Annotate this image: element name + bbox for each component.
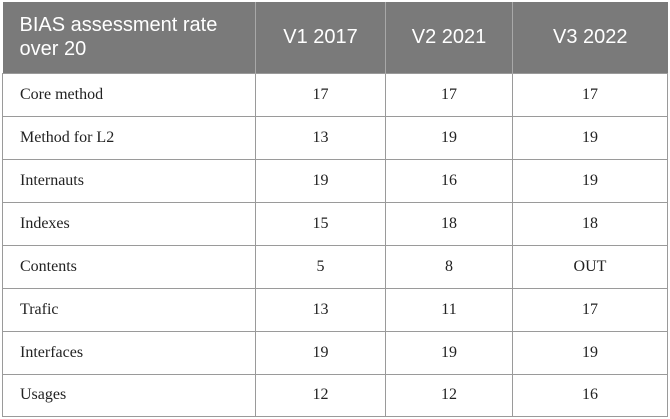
table-row: Method for L2 13 19 19 [2, 115, 668, 160]
table-row: Interfaces 19 19 19 [2, 330, 668, 375]
cell-v1: 5 [255, 244, 386, 289]
cell-v3: OUT [512, 244, 668, 289]
cell-v2: 18 [385, 201, 513, 246]
cell-v2: 19 [385, 330, 513, 375]
row-label: Internauts [2, 158, 256, 203]
cell-v3: 19 [512, 330, 668, 375]
cell-v1: 17 [255, 72, 386, 117]
table-row: Indexes 15 18 18 [2, 201, 668, 246]
row-label: Method for L2 [2, 115, 256, 160]
header-cell-v2-2021: V2 2021 [385, 2, 513, 73]
cell-v3: 17 [512, 72, 668, 117]
row-label: Contents [2, 244, 256, 289]
cell-v2: 19 [385, 115, 513, 160]
row-label: Usages [2, 373, 256, 417]
cell-v1: 12 [255, 373, 386, 417]
table-body: Core method 17 17 17 Method for L2 13 19… [2, 72, 668, 417]
table-row: Core method 17 17 17 [2, 72, 668, 117]
cell-v3: 18 [512, 201, 668, 246]
cell-v1: 13 [255, 115, 386, 160]
cell-v2: 17 [385, 72, 513, 117]
table-row: Contents 5 8 OUT [2, 244, 668, 289]
row-label: Interfaces [2, 330, 256, 375]
cell-v2: 16 [385, 158, 513, 203]
cell-v3: 19 [512, 115, 668, 160]
cell-v2: 12 [385, 373, 513, 417]
cell-v1: 15 [255, 201, 386, 246]
header-cell-v3-2022: V3 2022 [512, 2, 668, 73]
header-row: BIAS assessment rate over 20 V1 2017 V2 … [2, 2, 668, 73]
table-row: Trafic 13 11 17 [2, 287, 668, 332]
cell-v2: 8 [385, 244, 513, 289]
row-label: Indexes [2, 201, 256, 246]
table-row: Usages 12 12 16 [2, 373, 668, 417]
table-row: Internauts 19 16 19 [2, 158, 668, 203]
row-label: Core method [2, 72, 256, 117]
cell-v3: 17 [512, 287, 668, 332]
header-cell-v1-2017: V1 2017 [255, 2, 386, 73]
header-cell-criteria: BIAS assessment rate over 20 [2, 2, 256, 73]
cell-v2: 11 [385, 287, 513, 332]
cell-v3: 19 [512, 158, 668, 203]
cell-v1: 13 [255, 287, 386, 332]
cell-v1: 19 [255, 158, 386, 203]
row-label: Trafic [2, 287, 256, 332]
table-header: BIAS assessment rate over 20 V1 2017 V2 … [2, 2, 668, 73]
cell-v1: 19 [255, 330, 386, 375]
cell-v3: 16 [512, 373, 668, 417]
